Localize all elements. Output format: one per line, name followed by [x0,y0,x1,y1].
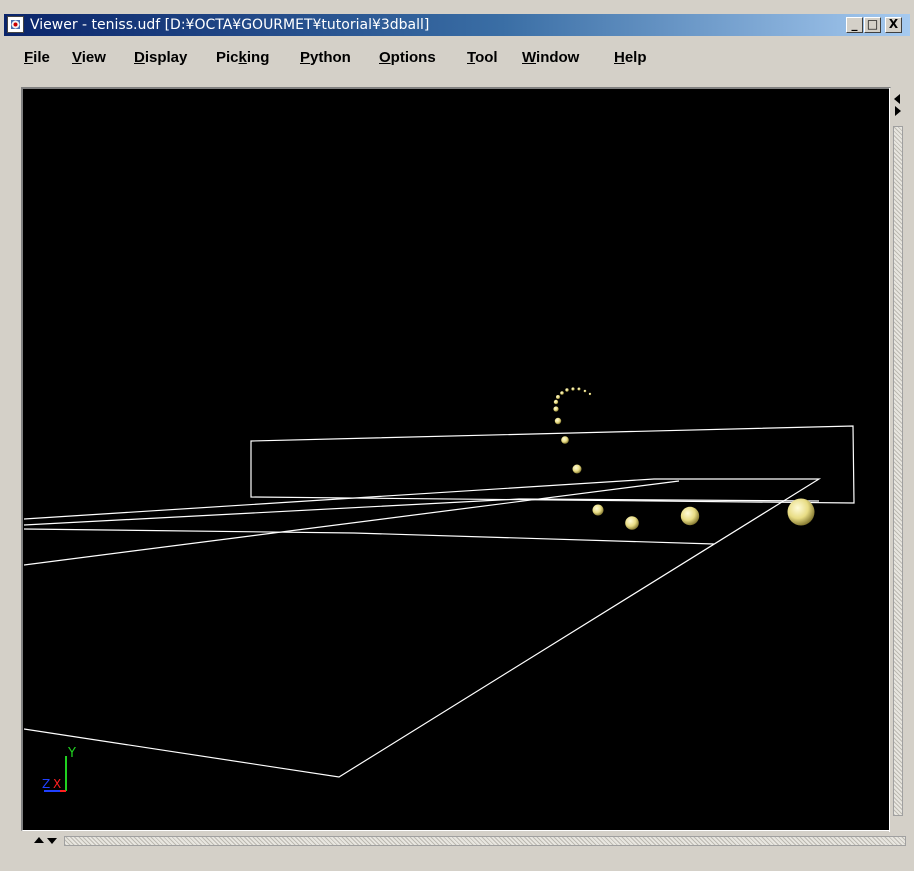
y-axis-label: Y [67,746,76,761]
menu-bar: File View Display Picking Python Options… [4,46,910,70]
ball [625,516,639,530]
horizontal-scrollbar[interactable] [32,834,908,848]
vertical-scroll-track[interactable] [893,126,903,816]
arrow-down-icon[interactable] [47,838,57,844]
vertical-scrollbar[interactable] [889,88,906,832]
menu-window[interactable]: Window [522,49,580,66]
ball [554,417,562,425]
menu-picking[interactable]: Picking [216,49,270,66]
window-title: Viewer - teniss.udf [D:¥OCTA¥GOURMET¥tut… [30,17,430,33]
minimize-icon: _ [851,17,858,31]
x-axis-label: X [53,777,61,791]
arrow-right-icon[interactable] [895,106,901,116]
z-axis-label: Z [42,777,50,791]
status-bar [4,850,910,871]
ball-trajectory [553,387,815,530]
title-bar[interactable]: Viewer - teniss.udf [D:¥OCTA¥GOURMET¥tut… [4,14,910,36]
scene-canvas[interactable]: Y Z X [24,89,888,829]
arrow-up-icon[interactable] [34,837,44,843]
ball [588,392,592,396]
ball [592,504,604,516]
court-inner-line-1 [24,498,820,526]
ball [571,387,575,391]
court-inner-line-3 [24,528,715,545]
menu-display[interactable]: Display [134,49,188,66]
menu-options[interactable]: Options [379,49,436,66]
ball [556,395,560,399]
ball [583,389,587,393]
ball [565,388,569,392]
maximize-icon: □ [866,17,879,31]
horizontal-scroll-track[interactable] [64,836,906,846]
maximize-button[interactable]: □ [864,17,881,33]
app-icon[interactable] [7,16,24,33]
menu-help[interactable]: Help [614,49,647,66]
3d-viewport[interactable]: Y Z X [24,89,888,829]
menu-tool[interactable]: Tool [467,49,498,66]
court-outline [24,478,822,778]
menu-view[interactable]: View [72,49,106,66]
ball [577,387,581,391]
court-inner-line-2 [24,480,680,566]
minimize-button[interactable]: _ [846,17,863,33]
ball [561,436,569,444]
arrow-left-icon[interactable] [894,94,900,104]
menu-file[interactable]: File [24,49,50,66]
ball [572,464,582,474]
ball [553,399,559,405]
close-button[interactable]: X [885,17,902,33]
close-icon: X [888,17,899,31]
ball [787,498,815,526]
net-frame [250,425,855,504]
menu-python[interactable]: Python [300,49,351,66]
ball [560,391,564,395]
ball [680,506,700,526]
ball [553,406,559,412]
wireframe-court [24,425,855,778]
axis-triad: Y Z X [42,746,76,792]
